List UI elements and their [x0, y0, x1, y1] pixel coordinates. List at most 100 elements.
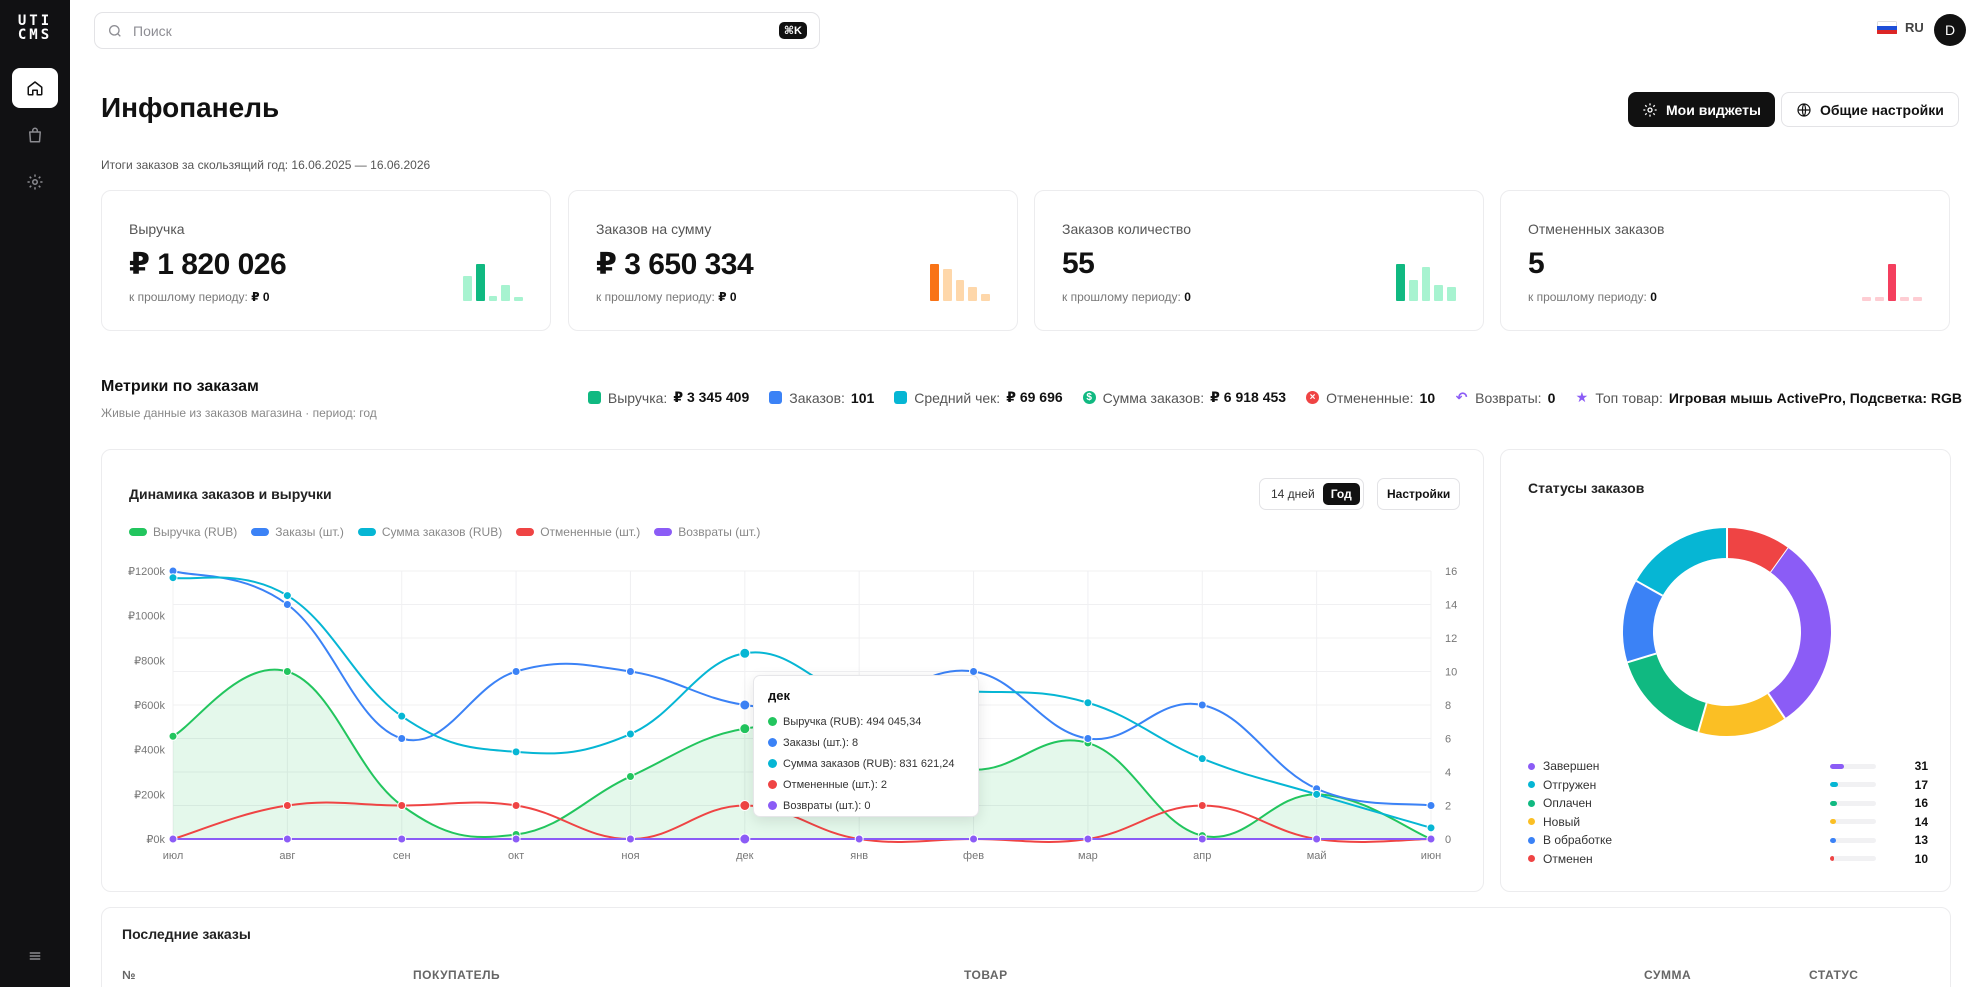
- language-switcher[interactable]: RU: [1877, 20, 1924, 35]
- range-14-days[interactable]: 14 дней: [1271, 487, 1315, 501]
- legend-item[interactable]: Сумма заказов (RUB): [357, 525, 502, 539]
- right-axis-tick: 16: [1445, 566, 1457, 578]
- data-point[interactable]: [739, 800, 751, 811]
- data-point[interactable]: [1426, 823, 1436, 833]
- donut-slice[interactable]: [1767, 547, 1831, 719]
- status-count: 14: [1914, 814, 1928, 829]
- status-list: Завершен 31 Отгружен 17 Оплачен 16 Новый 14 В об…: [1528, 757, 1928, 868]
- my-widgets-button[interactable]: Мои виджеты: [1628, 92, 1775, 127]
- x-axis-tick: окт: [508, 850, 524, 862]
- x-axis-tick: апр: [1193, 850, 1211, 862]
- metrics-subtitle: Живые данные из заказов магазина · перио…: [101, 406, 377, 420]
- main-content: Поиск ⌘K RU D Инфопанель Мои виджеты Общ…: [70, 0, 1980, 987]
- data-point[interactable]: [739, 699, 751, 711]
- data-point[interactable]: [168, 731, 178, 741]
- metric-label: Возвраты:: [1475, 389, 1542, 406]
- donut-slice[interactable]: [1726, 528, 1788, 573]
- legend-item[interactable]: Выручка (RUB): [129, 525, 237, 539]
- legend-item[interactable]: Возвраты (шт.): [654, 525, 760, 539]
- data-point[interactable]: [168, 573, 178, 583]
- data-point[interactable]: [625, 834, 635, 844]
- data-point[interactable]: [854, 834, 864, 844]
- col-customer[interactable]: ПОКУПАТЕЛЬ: [413, 968, 501, 982]
- legend-label: Выручка (RUB): [153, 525, 238, 539]
- sidebar-item-home[interactable]: [12, 68, 58, 108]
- kpi-comparison-label: к прошлому периоду:: [129, 290, 248, 304]
- donut-slice[interactable]: [1623, 580, 1663, 663]
- data-point[interactable]: [1083, 834, 1093, 844]
- tooltip-row: Отмененные (шт.): 2: [768, 774, 964, 795]
- donut-slice[interactable]: [1627, 653, 1708, 732]
- tooltip-text: Заказы (шт.): 8: [783, 736, 859, 749]
- kpi-value: 5: [1528, 247, 1545, 280]
- sidebar-item-menu[interactable]: [12, 936, 58, 976]
- data-point[interactable]: [739, 833, 751, 845]
- data-point[interactable]: [511, 834, 521, 844]
- data-point[interactable]: [739, 723, 751, 735]
- avatar[interactable]: D: [1934, 14, 1966, 46]
- data-point[interactable]: [397, 834, 407, 844]
- data-point[interactable]: [1197, 834, 1207, 844]
- star-icon: ★: [1575, 389, 1589, 405]
- sidebar-item-shop[interactable]: [12, 115, 58, 155]
- data-point[interactable]: [282, 834, 292, 844]
- coin-icon: $: [1082, 391, 1096, 404]
- legend-item[interactable]: Отмененные (шт.): [516, 525, 640, 539]
- data-point[interactable]: [1083, 698, 1093, 708]
- range-year[interactable]: Год: [1322, 483, 1360, 505]
- data-point[interactable]: [739, 647, 751, 659]
- data-point[interactable]: [511, 667, 521, 676]
- col-status[interactable]: СТАТУС: [1809, 968, 1859, 982]
- data-point[interactable]: [282, 667, 292, 676]
- donut-separator: [1627, 652, 1657, 664]
- data-point[interactable]: [397, 734, 407, 743]
- data-point[interactable]: [1197, 700, 1207, 710]
- data-point[interactable]: [397, 711, 407, 721]
- data-point[interactable]: [1426, 801, 1436, 810]
- data-point[interactable]: [397, 801, 407, 810]
- status-label: Завершен: [1543, 759, 1600, 774]
- col-number[interactable]: №: [122, 968, 136, 982]
- data-point[interactable]: [625, 667, 635, 676]
- data-point[interactable]: [511, 747, 521, 757]
- data-point[interactable]: [511, 801, 521, 810]
- status-label: В обработке: [1543, 833, 1613, 848]
- menu-icon: [29, 952, 41, 960]
- col-product[interactable]: ТОВАР: [964, 968, 1008, 982]
- tooltip-text: Сумма заказов (RUB): 831 621,24: [783, 757, 955, 770]
- data-point[interactable]: [282, 801, 292, 810]
- data-point[interactable]: [969, 834, 979, 844]
- data-point[interactable]: [625, 771, 635, 781]
- metric-value: ₽ 69 696: [1006, 389, 1063, 405]
- chart-tooltip: дек Выручка (RUB): 494 045,34 Заказы (шт.…: [753, 675, 979, 817]
- data-point[interactable]: [282, 591, 292, 601]
- data-point[interactable]: [1197, 801, 1207, 810]
- data-point[interactable]: [1312, 789, 1322, 799]
- data-point[interactable]: [1426, 834, 1436, 844]
- status-bar-fill: [1830, 800, 1838, 806]
- kpi-spark-bar: [463, 275, 472, 301]
- col-sum[interactable]: СУММА: [1644, 968, 1692, 982]
- data-point[interactable]: [1197, 754, 1207, 764]
- donut-slice[interactable]: [1698, 693, 1785, 736]
- data-point[interactable]: [168, 834, 178, 844]
- app-logo[interactable]: UTI CMS: [17, 13, 53, 43]
- legend-swatch: [654, 528, 673, 536]
- sidebar-item-settings[interactable]: [12, 162, 58, 202]
- right-axis-tick: 0: [1445, 834, 1451, 846]
- data-point[interactable]: [1312, 834, 1322, 844]
- donut-slice[interactable]: [1636, 528, 1728, 597]
- data-point[interactable]: [625, 729, 635, 739]
- status-bar-fill: [1830, 782, 1838, 788]
- order-statuses-card: Статусы заказов Завершен 31 Отгружен 17 Опла…: [1500, 449, 1951, 892]
- chart-settings-button[interactable]: Настройки: [1377, 478, 1461, 510]
- data-point[interactable]: [1083, 734, 1093, 743]
- legend-item[interactable]: Заказы (шт.): [251, 525, 344, 539]
- tooltip-row: Выручка (RUB): 494 045,34: [768, 711, 964, 732]
- search-input[interactable]: Поиск ⌘K: [94, 12, 820, 49]
- data-point[interactable]: [282, 600, 292, 609]
- kpi-value: ₽ 3 650 334: [596, 248, 754, 281]
- general-settings-button[interactable]: Общие настройки: [1781, 92, 1959, 127]
- left-axis-tick: ₽0k: [146, 834, 165, 846]
- right-axis-tick: 6: [1445, 734, 1451, 746]
